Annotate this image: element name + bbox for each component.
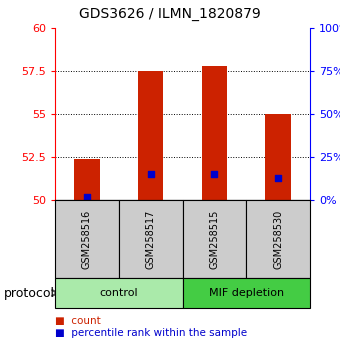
Text: GSM258517: GSM258517 bbox=[146, 209, 156, 269]
Text: ■  count: ■ count bbox=[55, 316, 101, 326]
Text: GSM258515: GSM258515 bbox=[209, 209, 219, 269]
Text: GSM258516: GSM258516 bbox=[82, 209, 92, 269]
Text: control: control bbox=[99, 288, 138, 298]
Bar bbox=[202, 66, 227, 200]
Text: MIF depletion: MIF depletion bbox=[209, 288, 284, 298]
Bar bbox=[74, 159, 100, 200]
Bar bbox=[266, 114, 291, 200]
Point bbox=[84, 195, 90, 200]
Point bbox=[275, 175, 281, 181]
Text: GSM258530: GSM258530 bbox=[273, 209, 283, 269]
Point bbox=[212, 171, 217, 177]
Text: GDS3626 / ILMN_1820879: GDS3626 / ILMN_1820879 bbox=[79, 7, 261, 21]
Text: protocol: protocol bbox=[3, 286, 54, 299]
Bar bbox=[138, 71, 164, 200]
Text: ■  percentile rank within the sample: ■ percentile rank within the sample bbox=[55, 328, 247, 338]
Point bbox=[148, 171, 153, 177]
